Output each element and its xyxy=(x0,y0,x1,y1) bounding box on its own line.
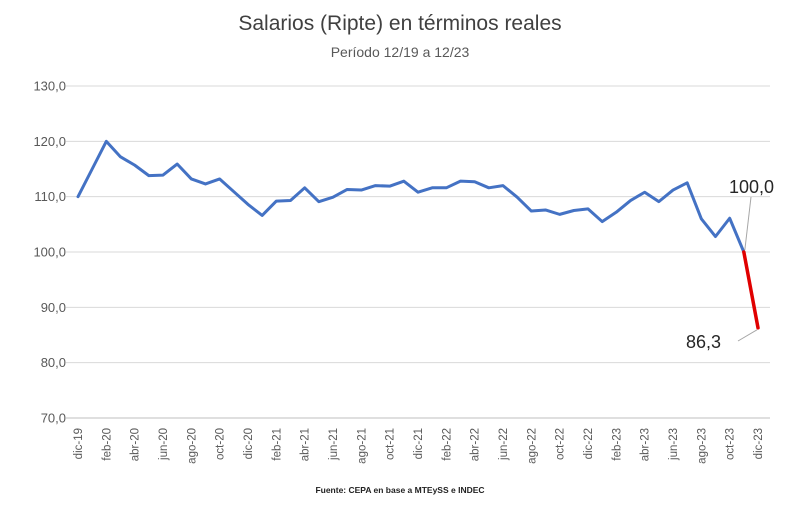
x-tick-label: ago-21 xyxy=(356,428,368,464)
y-tick-label: 100,0 xyxy=(33,245,66,260)
x-tick-label: oct-20 xyxy=(215,428,227,460)
x-tick-label: abr-22 xyxy=(470,428,482,461)
x-tick-label: feb-22 xyxy=(441,428,453,461)
x-tick-label: oct-23 xyxy=(725,428,737,460)
x-tick-label: abr-20 xyxy=(130,428,142,461)
chart-title: Salarios (Ripte) en términos reales xyxy=(238,12,562,35)
x-tick-label: jun-20 xyxy=(158,428,170,461)
y-tick-label: 90,0 xyxy=(41,300,66,315)
annotation-leader xyxy=(744,196,752,251)
x-tick-label: ago-23 xyxy=(696,428,708,464)
series-line-ripte xyxy=(76,139,746,254)
x-tick-label: jun-21 xyxy=(328,428,340,461)
x-tick-label: feb-20 xyxy=(101,428,113,461)
x-tick-label: oct-21 xyxy=(385,428,397,460)
y-tick-label: 110,0 xyxy=(34,189,66,204)
annotation-label: 100,0 xyxy=(729,177,774,197)
annotation-leader xyxy=(737,329,758,342)
x-tick-label: jun-23 xyxy=(668,428,680,461)
x-tick-label: dic-23 xyxy=(753,428,765,459)
x-tick-label: dic-21 xyxy=(413,428,425,459)
x-tick-label: dic-20 xyxy=(243,428,255,459)
chart-subtitle: Período 12/19 a 12/23 xyxy=(330,44,470,60)
x-tick-label: abr-23 xyxy=(640,428,652,461)
y-tick-label: 80,0 xyxy=(41,355,66,370)
x-tick-label: ago-20 xyxy=(186,428,198,464)
x-tick-label: oct-22 xyxy=(555,428,567,460)
x-tick-label: ago-22 xyxy=(526,428,538,464)
x-tick-label: abr-21 xyxy=(300,428,312,461)
y-tick-label: 70,0 xyxy=(41,411,66,426)
series-line-last-segment xyxy=(742,250,760,330)
x-tick-label: feb-23 xyxy=(611,428,623,461)
y-tick-label: 120,0 xyxy=(33,134,66,149)
chart-source: Fuente: CEPA en base a MTEySS e INDEC xyxy=(315,485,485,495)
annotation-label: 86,3 xyxy=(686,332,721,352)
x-tick-label: jun-22 xyxy=(498,428,510,461)
y-tick-label: 130,0 xyxy=(33,79,66,94)
x-tick-label: feb-21 xyxy=(271,428,283,461)
x-tick-label: dic-22 xyxy=(583,428,595,459)
x-tick-label: dic-19 xyxy=(73,428,85,459)
